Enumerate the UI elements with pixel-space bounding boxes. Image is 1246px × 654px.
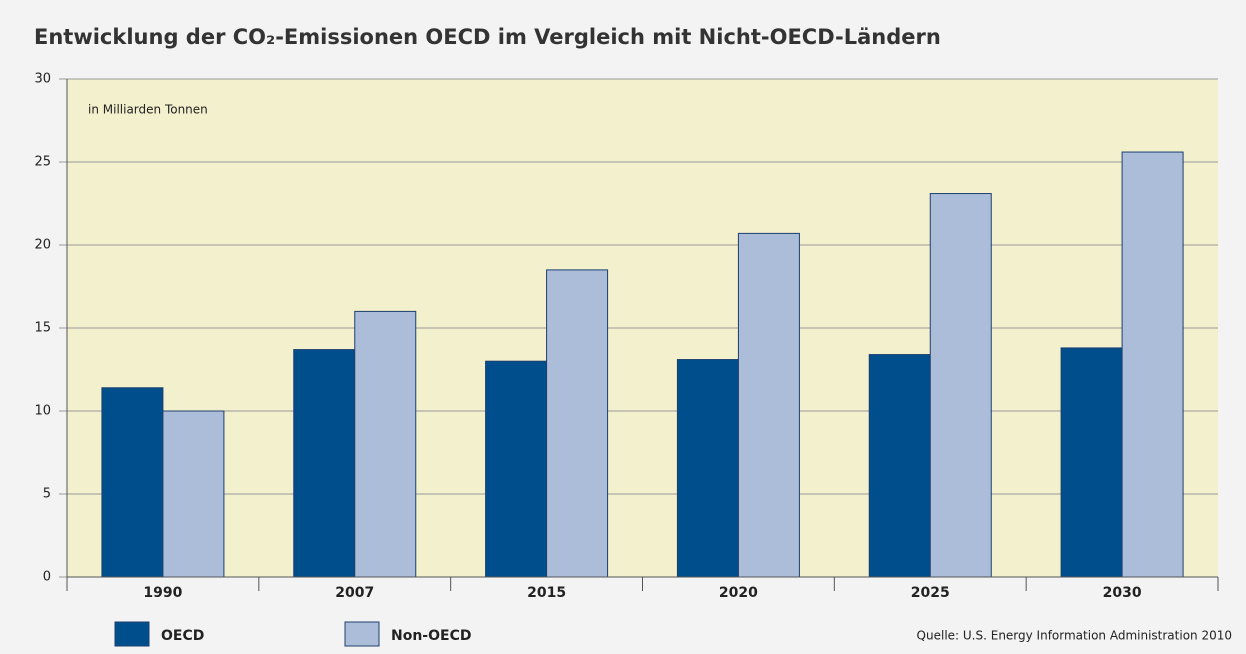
bar [293, 349, 356, 578]
source: Quelle: U.S. Energy Information Administ… [917, 629, 1232, 643]
y-tick-label: 0 [43, 570, 51, 585]
y-tick-label: 5 [43, 487, 51, 502]
unit-label: in Milliarden Tonnen [88, 103, 208, 117]
legend-swatch [114, 621, 150, 647]
bar [1121, 151, 1184, 578]
x-tick-label: 2030 [1103, 585, 1142, 601]
bar [868, 354, 931, 578]
bar [737, 232, 800, 578]
bar [929, 193, 992, 578]
legend-label: OECD [161, 628, 204, 644]
y-tick-label: 15 [34, 321, 51, 336]
bar [354, 310, 417, 578]
legend-swatch [344, 621, 380, 647]
y-tick-label: 10 [34, 404, 51, 419]
x-tick-label: 2025 [911, 585, 950, 601]
x-tick-label: 2020 [719, 585, 758, 601]
bar [162, 410, 225, 578]
x-tick-label: 1990 [143, 585, 182, 601]
chart-title: Entwicklung der CO₂-Emissionen OECD im V… [34, 25, 941, 49]
legend-label: Non-OECD [391, 628, 471, 644]
bar [676, 359, 739, 578]
y-tick-label: 25 [34, 155, 51, 170]
bar [546, 269, 609, 578]
bar [101, 387, 164, 578]
x-tick-label: 2015 [527, 585, 566, 601]
y-tick-label: 20 [34, 238, 51, 253]
bar [485, 360, 548, 578]
y-tick-label: 30 [34, 72, 51, 87]
x-tick-label: 2007 [335, 585, 374, 601]
bar [1060, 347, 1123, 578]
